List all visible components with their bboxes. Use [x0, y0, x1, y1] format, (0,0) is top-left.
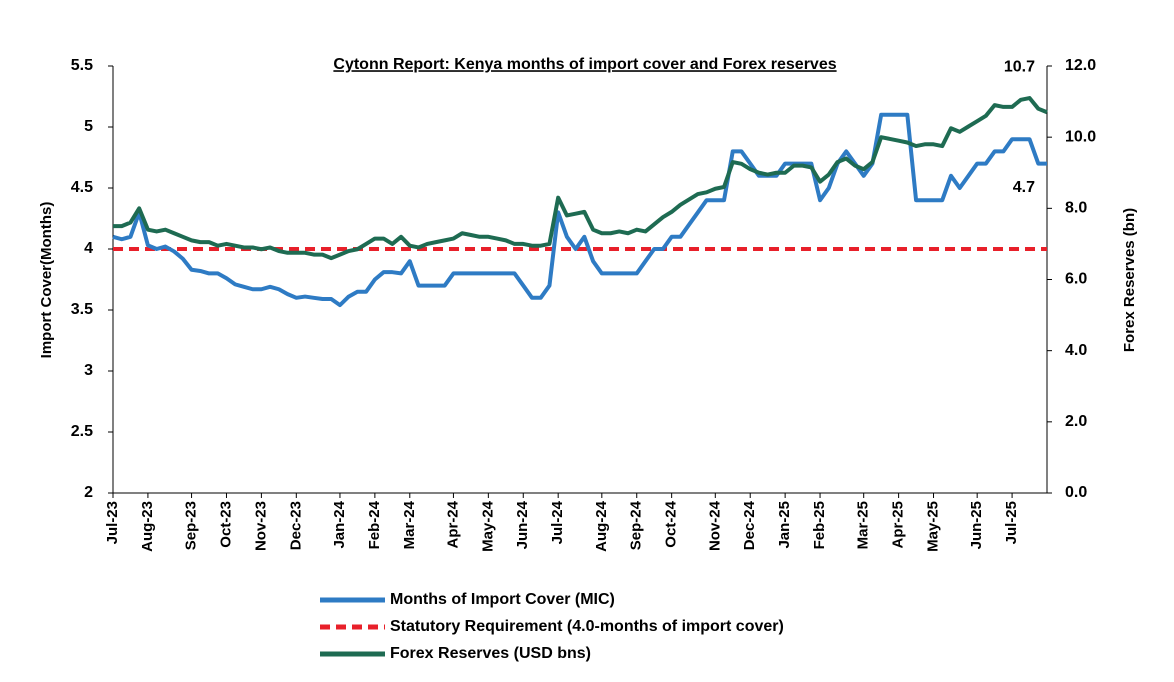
y-tick-label: 4.5 [71, 179, 93, 196]
y2-tick-label: 12.0 [1065, 57, 1096, 74]
data-label: 4.7 [1013, 179, 1035, 196]
x-tick-label: Jun-25 [968, 501, 985, 549]
y-tick-label: 2.5 [71, 423, 93, 440]
x-tick-label: Jun-24 [514, 500, 531, 549]
x-tick-label: Nov-23 [252, 501, 269, 551]
x-tick-label: Aug-24 [593, 500, 610, 551]
y-tick-label: 3.5 [71, 301, 93, 318]
y2-axis-title: Forex Reserves (bn) [1121, 208, 1138, 352]
x-tick-label: Apr-24 [444, 500, 461, 548]
y-tick-label: 5 [84, 118, 93, 135]
x-tick-label: Aug-23 [139, 501, 156, 552]
x-tick-label: Sep-23 [183, 501, 200, 550]
x-tick-label: Sep-24 [628, 500, 645, 550]
x-tick-label: Oct-23 [217, 501, 234, 548]
y2-tick-label: 6.0 [1065, 271, 1087, 288]
y2-tick-label: 8.0 [1065, 200, 1087, 217]
x-tick-label: Feb-24 [366, 500, 383, 549]
legend-label: Statutory Requirement (4.0-months of imp… [390, 618, 784, 635]
x-tick-label: Feb-25 [811, 501, 828, 549]
x-tick-label: Nov-24 [706, 500, 723, 551]
data-label: 10.7 [1004, 58, 1035, 75]
y2-tick-label: 10.0 [1065, 128, 1096, 145]
x-tick-label: May-24 [479, 500, 496, 552]
y2-tick-label: 2.0 [1065, 413, 1087, 430]
x-tick-label: Jul-23 [104, 501, 121, 544]
x-tick-label: Jan-25 [776, 501, 793, 549]
x-tick-label: Apr-25 [890, 501, 907, 549]
y2-tick-label: 4.0 [1065, 342, 1087, 359]
chart-title: Cytonn Report: Kenya months of import co… [333, 56, 836, 73]
y-tick-label: 2 [84, 484, 93, 501]
x-tick-label: May-25 [924, 501, 941, 552]
series-line [112, 112, 1047, 308]
x-tick-label: Jul-24 [549, 500, 566, 544]
series-line [113, 96, 1048, 261]
y-tick-label: 3 [84, 362, 93, 379]
y2-tick-label: 0.0 [1065, 484, 1087, 501]
y-tick-label: 5.5 [71, 57, 93, 74]
x-tick-label: Dec-24 [741, 500, 758, 550]
x-tick-label: Dec-23 [287, 501, 304, 550]
y-axis-title: Import Cover(Months) [38, 202, 55, 359]
y-tick-label: 4 [84, 240, 93, 257]
x-tick-label: Jan-24 [331, 500, 348, 548]
x-tick-label: Mar-24 [401, 500, 418, 549]
legend-label: Forex Reserves (USD bns) [390, 645, 591, 662]
x-tick-label: Jul-25 [1003, 501, 1020, 544]
x-tick-label: Mar-25 [855, 501, 872, 549]
legend-label: Months of Import Cover (MIC) [390, 591, 615, 608]
x-tick-label: Oct-24 [663, 500, 680, 547]
